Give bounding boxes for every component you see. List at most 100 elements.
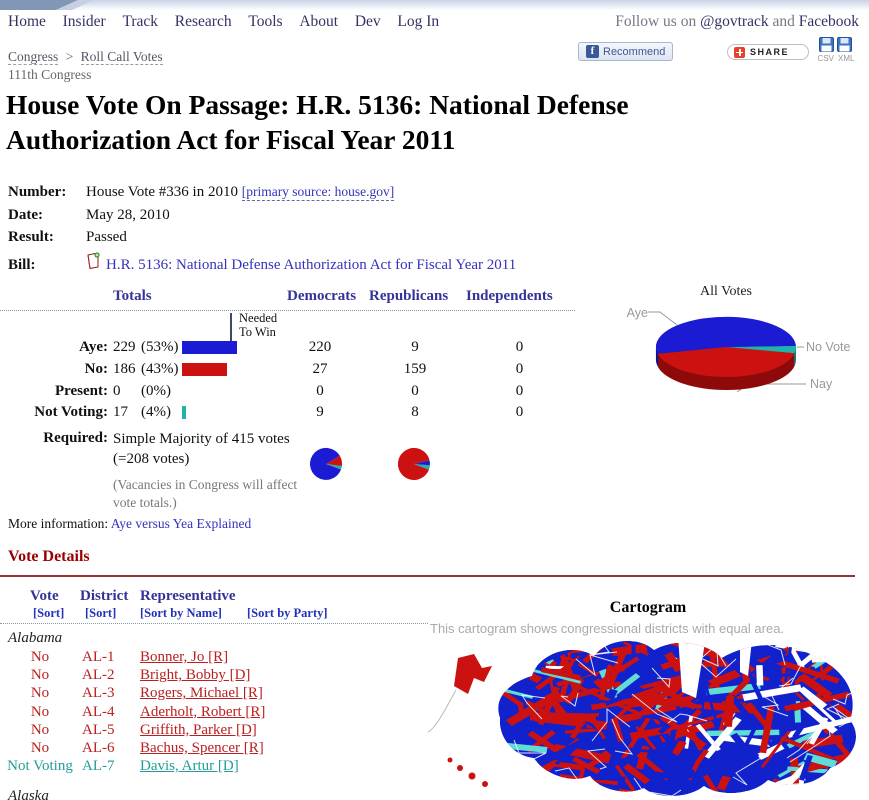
nav-insider[interactable]: Insider	[62, 13, 106, 30]
totals-row-no: No: 186 (43%) 27 159 0	[0, 361, 580, 379]
xml-download-icon[interactable]	[837, 37, 852, 52]
vote-row: No AL-6 Bachus, Spencer [R]	[0, 740, 430, 758]
notvoting-bar	[182, 406, 186, 419]
present-independents: 0	[515, 383, 524, 399]
share-button[interactable]: SHARE	[727, 44, 809, 60]
bill-label: Bill:	[8, 256, 36, 273]
totals-row-notvoting: Not Voting: 17 (4%) 9 8 0	[0, 404, 580, 422]
vote-details-heading: Vote Details	[8, 548, 90, 565]
sort-by-name-link[interactable]: [Sort by Name]	[140, 606, 222, 620]
representative-link[interactable]: Davis, Artur [D]	[140, 758, 239, 775]
vote-value: No	[30, 721, 50, 738]
bill-document-icon	[86, 251, 100, 274]
representative-link[interactable]: Griffith, Parker [D]	[140, 721, 257, 738]
representative-link[interactable]: Bonner, Jo [R]	[140, 649, 229, 665]
vote-value: No	[30, 703, 50, 720]
vote-details-header-divider	[0, 623, 428, 624]
no-label: No:	[84, 361, 108, 377]
required-label: Required:	[43, 430, 108, 446]
sort-district-link[interactable]: [Sort]	[85, 606, 117, 620]
no-count: 186	[113, 361, 136, 377]
nav-login[interactable]: Log In	[397, 13, 440, 30]
vote-value: No	[30, 667, 50, 684]
nav-home[interactable]: Home	[8, 13, 46, 30]
present-democrats: 0	[316, 383, 324, 399]
col-democrats: Democrats	[287, 288, 357, 304]
representative-link[interactable]: Aderholt, Robert [R]	[140, 703, 266, 720]
primary-source-link[interactable]: [primary source: house.gov]	[241, 184, 395, 201]
main-nav: Home Insider Track Research Tools About …	[8, 13, 452, 31]
present-republicans: 0	[411, 383, 419, 399]
breadcrumb-congress[interactable]: Congress	[8, 49, 59, 65]
meta-bill-row: Bill: H.R. 5136: National Defense Author…	[8, 251, 517, 275]
facebook-icon: f	[586, 45, 599, 58]
no-independents: 0	[515, 361, 524, 377]
nav-dev[interactable]: Dev	[354, 13, 381, 30]
result-label: Result:	[8, 229, 54, 245]
nav-tools[interactable]: Tools	[248, 13, 283, 30]
aye-republicans: 9	[411, 339, 419, 355]
pie-label-nay: Nay	[810, 377, 833, 391]
district-value: AL-6	[82, 739, 115, 756]
cartogram-map	[427, 640, 857, 797]
meta-date-row: Date: May 28, 2010	[8, 207, 516, 230]
bill-link[interactable]: H.R. 5136: National Defense Authorizatio…	[106, 256, 517, 273]
vote-row: No AL-5 Griffith, Parker [D]	[0, 722, 430, 740]
facebook-recommend-button[interactable]: f Recommend	[578, 42, 674, 61]
vote-row: No AL-3 Rogers, Michael [R]	[0, 685, 430, 703]
result-value: Passed	[86, 229, 127, 245]
vote-rows: No AL-1 Bonner, Jo [R] No AL-2 Bright, B…	[0, 649, 430, 776]
notvoting-pct: (4%)	[141, 404, 171, 420]
state-alabama: Alabama	[8, 630, 63, 646]
no-democrats: 27	[312, 361, 328, 377]
csv-download-icon[interactable]	[819, 37, 834, 52]
representative-link[interactable]: Bachus, Spencer [R]	[140, 739, 264, 756]
date-label: Date:	[8, 206, 43, 223]
allvotes-pie-chart	[648, 311, 806, 393]
sort-vote-link[interactable]: [Sort]	[33, 606, 65, 620]
csv-label[interactable]: CSV	[817, 54, 834, 63]
nav-research[interactable]: Research	[174, 13, 232, 30]
pie-label-novote: No Vote	[806, 340, 851, 354]
col-independents: Independents	[466, 288, 553, 304]
more-info-label: More information:	[8, 516, 109, 531]
aye-pct: (53%)	[141, 339, 179, 355]
twitter-link[interactable]: @govtrack	[700, 13, 769, 30]
breadcrumb-separator: >	[65, 49, 74, 64]
totals-row-aye: Aye: 229 (53%) 220 9 0	[0, 339, 580, 357]
sort-by-party-link[interactable]: [Sort by Party]	[247, 606, 328, 620]
cartogram-caption: This cartogram shows congressional distr…	[430, 621, 785, 636]
meta-result-row: Result: Passed	[8, 229, 516, 252]
aye-vs-yea-link[interactable]: Aye versus Yea Explained	[110, 516, 252, 531]
party-pie-charts	[310, 447, 430, 480]
notvoting-republicans: 8	[411, 404, 419, 420]
breadcrumb: Congress > Roll Call Votes	[8, 49, 163, 65]
no-bar	[182, 363, 227, 376]
totals-header-divider	[0, 310, 575, 311]
nav-about[interactable]: About	[299, 13, 339, 30]
allvotes-pie-title: All Votes	[700, 284, 752, 299]
no-republicans: 159	[403, 361, 427, 377]
aye-democrats: 220	[308, 339, 332, 355]
district-value: AL-5	[82, 721, 115, 738]
present-pct: (0%)	[141, 383, 171, 399]
nav-track[interactable]: Track	[122, 13, 159, 30]
representative-link[interactable]: Bright, Bobby [D]	[140, 667, 251, 684]
aye-independents: 0	[515, 339, 524, 355]
breadcrumb-rollcall[interactable]: Roll Call Votes	[80, 49, 163, 65]
facebook-link[interactable]: Facebook	[798, 13, 859, 30]
col-district: District	[80, 588, 129, 604]
xml-label[interactable]: XML	[838, 54, 855, 63]
vote-details-header: Vote District Representative [Sort] [Sor…	[0, 586, 430, 626]
vote-value: Not Voting	[7, 758, 73, 775]
needed-to-win-marker	[230, 313, 232, 354]
cartogram-title: Cartogram	[609, 599, 687, 616]
representative-link[interactable]: Rogers, Michael [R]	[140, 685, 263, 702]
vote-row: No AL-2 Bright, Bobby [D]	[0, 667, 430, 685]
pie-label-aye: Aye	[626, 306, 648, 320]
col-representative: Representative	[140, 588, 236, 604]
corner-decoration	[0, 0, 94, 10]
state-alaska: Alaska	[8, 788, 49, 800]
vote-value: No	[30, 685, 50, 702]
